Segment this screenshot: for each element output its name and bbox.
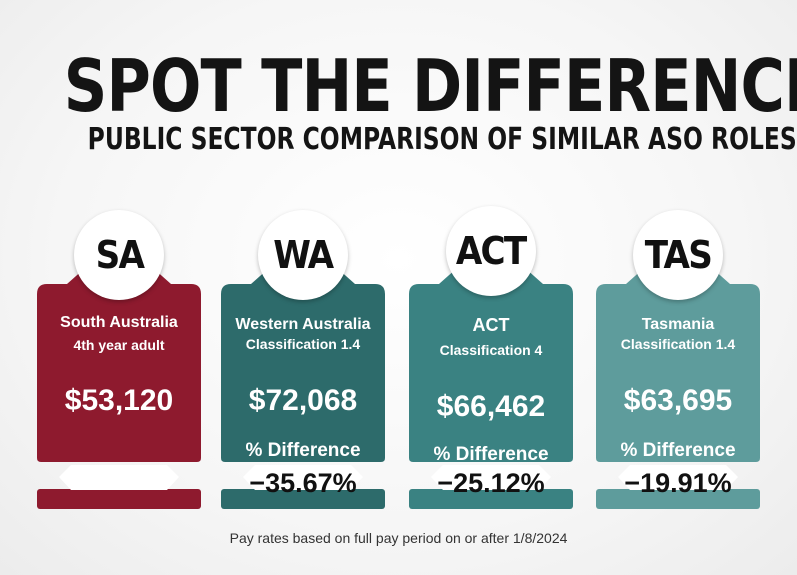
wa-difference-label: % Difference	[245, 440, 361, 461]
card-tas: TAS Tasmania Classification 1.4 $63,695 …	[596, 200, 760, 512]
wa-badge: WA	[258, 210, 348, 300]
card-sa-background	[37, 268, 201, 509]
wa-badge-label: WA	[273, 233, 334, 277]
act-badge-label: ACT	[456, 229, 527, 273]
card-sa: SA South Australia 4th year adult $53,12…	[37, 200, 201, 512]
tas-difference-value: −19.91%	[624, 468, 732, 498]
tas-salary: $63,695	[623, 384, 733, 417]
card-wa: WA Western Australia Classification 1.4 …	[221, 200, 385, 512]
page-title: SPOT THE DIFFERENCE	[63, 44, 797, 128]
page-subtitle: PUBLIC SECTOR COMPARISON OF SIMILAR ASO …	[87, 122, 797, 157]
act-salary: $66,462	[436, 390, 546, 423]
wa-state-name: Western Australia	[235, 316, 371, 333]
sa-badge-label: SA	[95, 233, 144, 277]
footnote: Pay rates based on full pay period on or…	[229, 530, 568, 546]
act-badge: ACT	[446, 206, 536, 296]
act-classification: Classification 4	[439, 342, 543, 358]
sa-classification: 4th year adult	[73, 337, 165, 353]
tas-state-name: Tasmania	[641, 316, 715, 333]
wa-salary: $72,068	[248, 384, 358, 417]
sa-badge: SA	[74, 210, 164, 300]
wa-difference-value: −35.67%	[249, 468, 357, 498]
act-difference-value: −25.12%	[437, 468, 545, 498]
wa-classification: Classification 1.4	[245, 336, 361, 352]
tas-badge-label: TAS	[644, 233, 713, 277]
tas-classification: Classification 1.4	[620, 336, 736, 352]
tas-difference-label: % Difference	[620, 440, 736, 461]
card-wa-background	[221, 268, 385, 509]
act-state-name: ACT	[472, 315, 510, 335]
sa-state-name: South Australia	[60, 314, 178, 331]
card-act: ACT ACT Classification 4 $66,462 % Diffe…	[409, 200, 573, 512]
tas-badge: TAS	[633, 210, 723, 300]
card-tas-background	[596, 268, 760, 509]
sa-salary: $53,120	[64, 384, 174, 417]
card-act-background	[409, 268, 573, 509]
act-difference-label: % Difference	[433, 444, 549, 465]
